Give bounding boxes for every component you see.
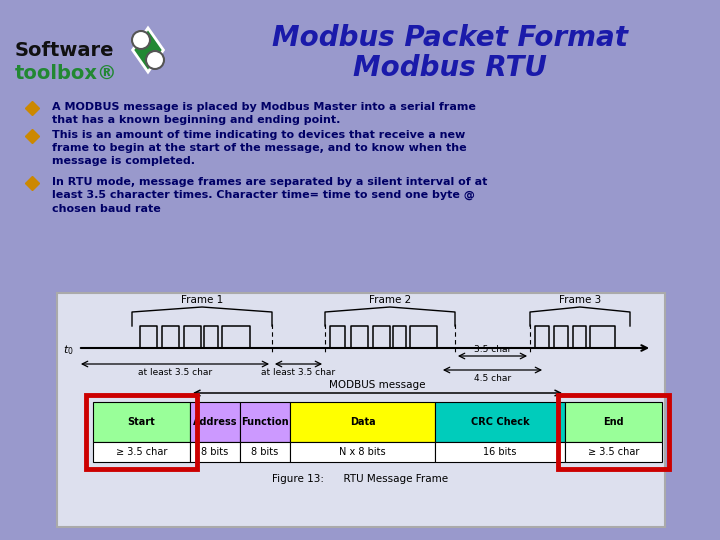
Text: Modbus Packet Format: Modbus Packet Format [272,24,628,52]
FancyBboxPatch shape [57,293,665,527]
Text: at least 3.5 char: at least 3.5 char [138,368,212,377]
FancyBboxPatch shape [435,402,565,442]
Text: $t_0$: $t_0$ [63,343,74,357]
Polygon shape [132,28,163,72]
Text: Modbus RTU: Modbus RTU [353,54,547,82]
Text: Frame 1: Frame 1 [181,295,223,305]
Circle shape [146,51,164,69]
Text: Address: Address [193,417,238,427]
Text: Data: Data [350,417,375,427]
FancyBboxPatch shape [93,402,190,442]
Text: Frame 3: Frame 3 [559,295,601,305]
Text: A MODBUS message is placed by Modbus Master into a serial frame
that has a known: A MODBUS message is placed by Modbus Mas… [52,102,476,125]
Text: MODBUS message: MODBUS message [329,380,426,390]
Text: toolbox®: toolbox® [15,64,117,83]
Text: Start: Start [127,417,156,427]
Text: 4.5 char: 4.5 char [474,374,511,383]
Text: In RTU mode, message frames are separated by a silent interval of at
least 3.5 c: In RTU mode, message frames are separate… [52,177,487,214]
FancyBboxPatch shape [565,442,662,462]
Text: 3.5 char: 3.5 char [474,345,511,354]
FancyBboxPatch shape [190,442,240,462]
Text: Function: Function [241,417,289,427]
Text: N x 8 bits: N x 8 bits [339,447,386,457]
Text: 8 bits: 8 bits [202,447,229,457]
Text: 16 bits: 16 bits [483,447,517,457]
Text: CRC Check: CRC Check [471,417,529,427]
FancyBboxPatch shape [240,402,290,442]
Text: Frame 2: Frame 2 [369,295,411,305]
Circle shape [132,31,150,49]
FancyBboxPatch shape [290,442,435,462]
Text: End: End [603,417,624,427]
FancyBboxPatch shape [240,442,290,462]
Text: 8 bits: 8 bits [251,447,279,457]
Text: Software: Software [15,40,114,59]
Text: This is an amount of time indicating to devices that receive a new
frame to begi: This is an amount of time indicating to … [52,130,467,166]
FancyBboxPatch shape [435,442,565,462]
Text: ≥ 3.5 char: ≥ 3.5 char [116,447,167,457]
FancyBboxPatch shape [190,402,240,442]
Text: at least 3.5 char: at least 3.5 char [261,368,336,377]
Text: Figure 13:      RTU Message Frame: Figure 13: RTU Message Frame [272,474,448,484]
FancyBboxPatch shape [93,442,190,462]
FancyBboxPatch shape [290,402,435,442]
FancyBboxPatch shape [565,402,662,442]
Text: ≥ 3.5 char: ≥ 3.5 char [588,447,639,457]
